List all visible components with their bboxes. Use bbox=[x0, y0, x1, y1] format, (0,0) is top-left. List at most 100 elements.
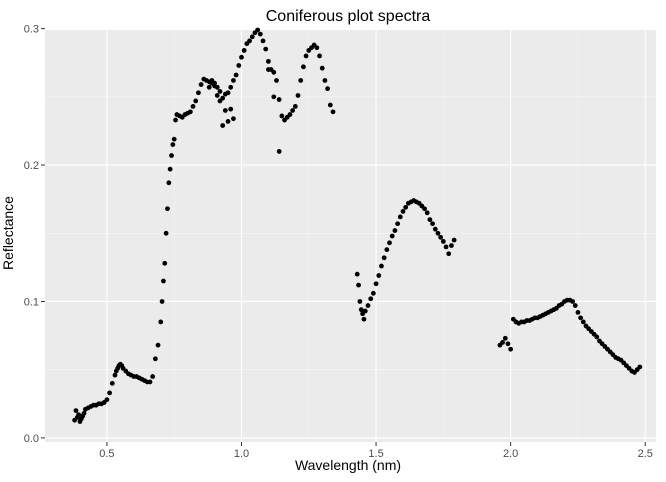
data-point bbox=[163, 230, 169, 236]
data-point bbox=[147, 379, 153, 385]
data-point bbox=[170, 142, 176, 148]
data-point bbox=[325, 86, 331, 92]
data-point bbox=[354, 271, 360, 277]
data-point bbox=[150, 374, 156, 379]
data-point bbox=[578, 315, 584, 321]
data-point bbox=[287, 112, 293, 117]
data-point bbox=[104, 397, 110, 403]
grid-major bbox=[45, 28, 656, 442]
data-point bbox=[427, 217, 433, 223]
data-point bbox=[356, 282, 361, 288]
data-point bbox=[430, 221, 435, 227]
data-point bbox=[387, 240, 392, 246]
data-point bbox=[257, 31, 263, 37]
data-point bbox=[274, 78, 279, 83]
data-point bbox=[173, 117, 178, 123]
x-tick-label: 1.0 bbox=[234, 448, 249, 460]
data-point bbox=[370, 290, 376, 296]
data-point bbox=[276, 97, 282, 102]
data-point bbox=[228, 106, 234, 112]
data-point bbox=[505, 341, 511, 347]
data-point bbox=[500, 340, 505, 345]
data-point bbox=[435, 230, 441, 236]
data-point bbox=[196, 90, 201, 96]
data-point bbox=[575, 310, 581, 315]
data-point bbox=[276, 149, 282, 154]
data-point bbox=[239, 54, 244, 60]
data-point bbox=[271, 69, 277, 75]
data-point bbox=[187, 109, 193, 115]
data-point bbox=[225, 90, 231, 96]
data-point bbox=[440, 239, 446, 244]
data-point bbox=[198, 82, 204, 87]
data-point bbox=[381, 255, 387, 261]
data-point bbox=[73, 408, 79, 414]
data-point bbox=[637, 364, 643, 370]
x-axis-title: Wavelength (nm) bbox=[295, 457, 401, 473]
data-point bbox=[225, 119, 231, 124]
data-point bbox=[81, 410, 87, 416]
data-point bbox=[397, 214, 403, 220]
y-tick-label: 0.3 bbox=[24, 24, 39, 36]
data-point bbox=[358, 307, 364, 313]
data-point bbox=[249, 34, 255, 40]
data-point bbox=[236, 63, 242, 68]
data-point bbox=[570, 299, 575, 304]
x-tick-label: 2.5 bbox=[638, 448, 653, 460]
data-point bbox=[266, 58, 271, 64]
data-point bbox=[395, 221, 400, 227]
data-point bbox=[271, 94, 277, 100]
data-point bbox=[330, 109, 336, 115]
data-point bbox=[266, 67, 271, 72]
data-point bbox=[107, 390, 112, 396]
data-point bbox=[572, 303, 578, 308]
data-point bbox=[403, 204, 409, 210]
grid-minor bbox=[45, 30, 656, 442]
data-point bbox=[279, 113, 285, 119]
points bbox=[72, 27, 643, 424]
data-point bbox=[301, 64, 306, 70]
data-point bbox=[303, 53, 309, 59]
data-point bbox=[384, 247, 390, 253]
data-point bbox=[502, 335, 508, 341]
data-point bbox=[449, 243, 454, 248]
data-point bbox=[292, 104, 298, 109]
data-point bbox=[206, 84, 212, 90]
data-point bbox=[209, 78, 215, 83]
data-point bbox=[379, 263, 384, 269]
data-point bbox=[109, 380, 115, 386]
x-tick-label: 2.0 bbox=[503, 448, 518, 460]
data-point bbox=[263, 46, 269, 52]
data-point bbox=[255, 27, 261, 33]
data-point bbox=[76, 412, 82, 418]
y-tick-label: 0.1 bbox=[24, 296, 39, 308]
y-axis-title: Reflectance bbox=[0, 196, 16, 270]
data-point bbox=[392, 228, 398, 233]
data-point bbox=[357, 299, 363, 304]
panel-background bbox=[45, 30, 656, 442]
x-tick-label: 1.5 bbox=[368, 448, 383, 460]
data-point bbox=[193, 98, 199, 104]
data-point bbox=[365, 303, 371, 308]
data-point bbox=[165, 206, 170, 212]
data-point bbox=[438, 234, 444, 240]
x-ticks: 0.5 1.0 1.5 2.0 2.5 bbox=[99, 442, 653, 460]
data-point bbox=[594, 334, 600, 340]
data-point bbox=[362, 308, 368, 314]
data-point bbox=[446, 251, 452, 257]
data-point bbox=[260, 38, 266, 44]
y-tick-label: 0.2 bbox=[24, 160, 39, 172]
data-point bbox=[432, 226, 438, 232]
data-point bbox=[161, 278, 166, 284]
data-point bbox=[389, 233, 395, 239]
data-point bbox=[322, 78, 328, 83]
data-point bbox=[112, 372, 118, 378]
data-point bbox=[361, 316, 367, 322]
data-point bbox=[298, 78, 304, 83]
data-point bbox=[376, 273, 382, 278]
data-point bbox=[212, 83, 217, 89]
data-point bbox=[424, 210, 430, 216]
data-point bbox=[319, 65, 325, 71]
data-point bbox=[233, 72, 239, 78]
